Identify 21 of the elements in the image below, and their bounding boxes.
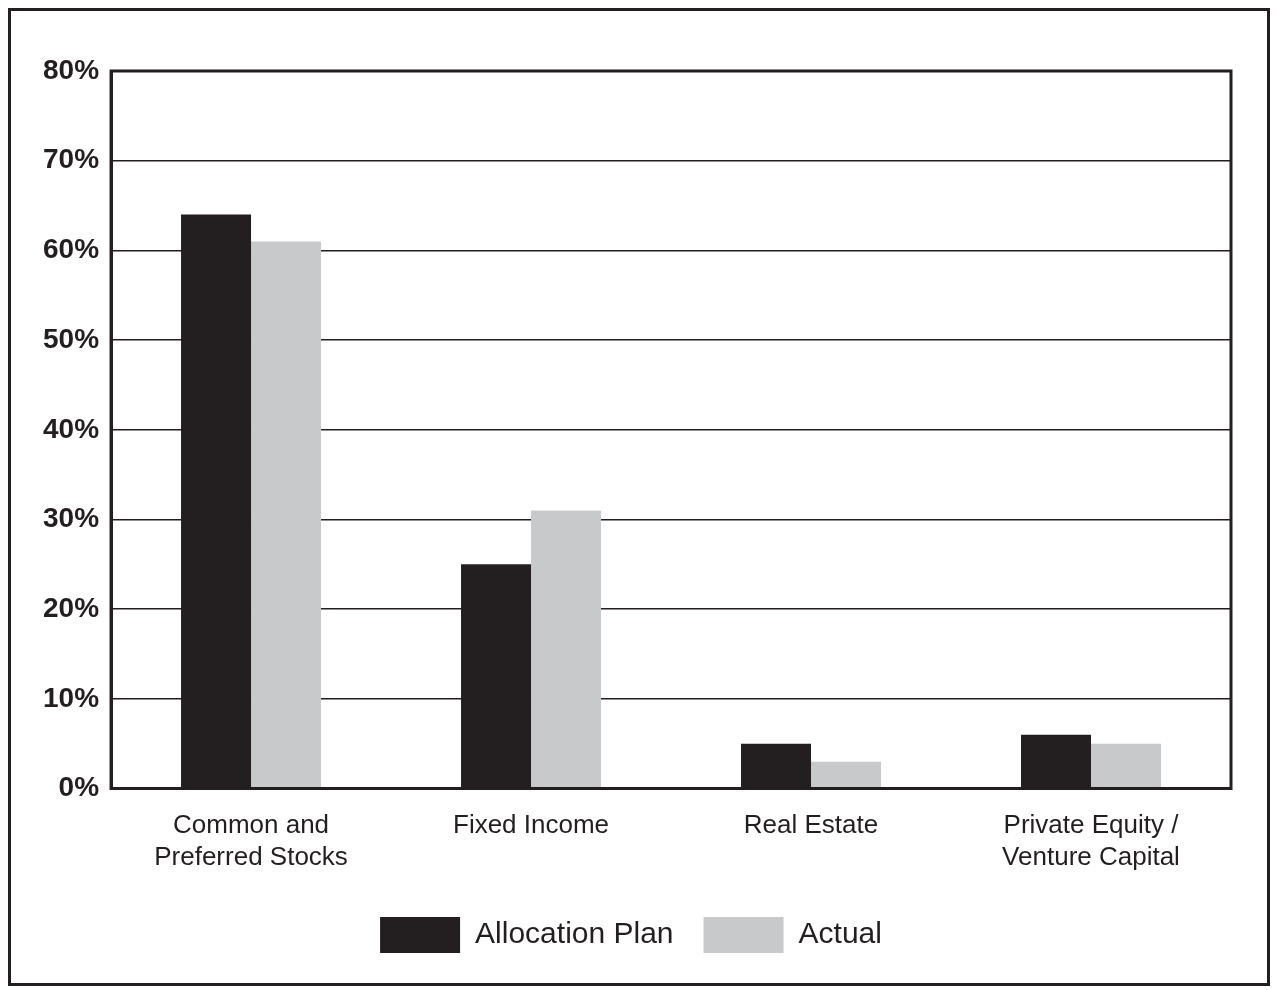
y-tick-label: 30% xyxy=(42,502,100,534)
y-tick-label: 10% xyxy=(42,681,100,713)
x-tick-label: Common and Preferred Stocks xyxy=(154,809,348,871)
x-tick-label: Private Equity / Venture Capital xyxy=(1002,809,1180,871)
bar xyxy=(1091,743,1161,788)
y-tick-label: 50% xyxy=(42,322,100,354)
y-tick-label: 40% xyxy=(42,412,100,444)
y-tick-label: 70% xyxy=(42,143,100,175)
bar xyxy=(251,241,322,788)
bar xyxy=(531,510,602,788)
y-tick-label: 0% xyxy=(58,771,100,803)
bar xyxy=(741,743,812,788)
bar xyxy=(811,761,882,788)
y-tick-label: 80% xyxy=(42,53,100,85)
x-tick-label: Real Estate xyxy=(743,809,879,840)
x-tick-label: Fixed Income xyxy=(452,809,610,840)
legend-label: Allocation Plan xyxy=(475,916,674,950)
legend-label: Actual xyxy=(798,916,882,950)
bar xyxy=(1021,734,1092,788)
y-tick-label: 60% xyxy=(42,233,100,265)
y-tick-label: 20% xyxy=(42,591,100,623)
